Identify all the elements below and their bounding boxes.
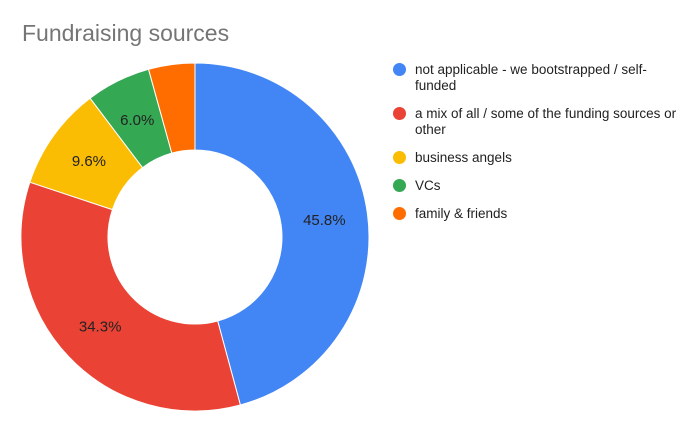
legend-item-vcs[interactable]: VCs [393, 178, 693, 194]
slice-label: 6.0% [120, 112, 154, 129]
slice-label: 34.3% [79, 319, 122, 336]
donut-slice[interactable] [194, 62, 370, 406]
legend-label: business angels [415, 150, 512, 165]
legend-swatch [393, 151, 406, 164]
legend-label: a mix of all / some of the funding sourc… [415, 106, 677, 137]
legend-label: not applicable - we bootstrapped / self-… [415, 62, 647, 93]
legend-label: VCs [415, 178, 441, 193]
legend-swatch [393, 179, 406, 192]
legend-swatch [393, 107, 406, 120]
legend-label: family & friends [415, 206, 508, 221]
legend-swatch [393, 63, 406, 76]
legend-item-mix[interactable]: a mix of all / some of the funding sourc… [393, 106, 693, 138]
legend-swatch [393, 207, 406, 220]
legend-item-business-angels[interactable]: business angels [393, 150, 693, 166]
legend-item-family-friends[interactable]: family & friends [393, 206, 693, 222]
legend-item-bootstrapped[interactable]: not applicable - we bootstrapped / self-… [393, 62, 693, 94]
donut-slices [20, 62, 370, 412]
slice-labels: 45.8% 34.3% 9.6% 6.0% [72, 112, 346, 336]
donut-slice[interactable] [20, 181, 241, 412]
donut-slice[interactable] [147, 62, 196, 154]
slice-label: 45.8% [303, 212, 346, 229]
slice-label: 9.6% [72, 153, 106, 170]
chart-title: Fundraising sources [22, 20, 230, 46]
chart-legend: not applicable - we bootstrapped / self-… [393, 62, 693, 234]
